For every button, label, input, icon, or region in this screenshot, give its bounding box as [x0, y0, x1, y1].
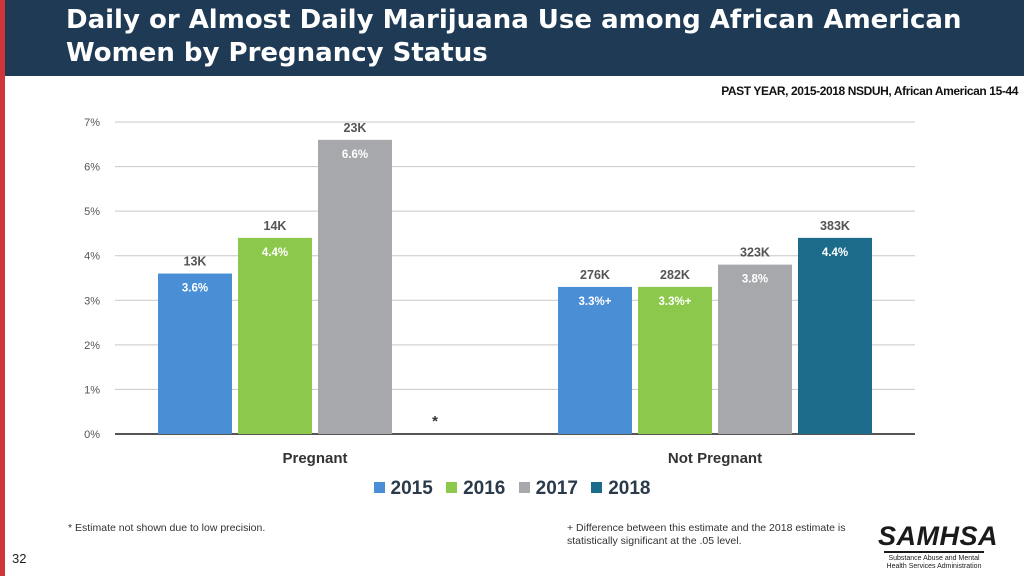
bar-count-label: 13K	[184, 255, 207, 269]
bar-value-label: 4.4%	[262, 247, 288, 259]
logo-subtitle: Substance Abuse and Mental Health Servic…	[886, 555, 982, 570]
bar-2017	[718, 264, 792, 434]
y-tick-label: 7%	[84, 117, 100, 129]
bar-count-label: 14K	[264, 219, 287, 233]
legend-item-2016: 2016	[446, 478, 505, 500]
header-banner: Daily or Almost Daily Marijuana Use amon…	[5, 0, 1024, 76]
y-tick-label: 3%	[84, 295, 100, 307]
y-tick-label: 2%	[84, 340, 100, 352]
bar-missing-marker: *	[432, 413, 438, 430]
chart-legend: 2015 2016 2017 2018	[0, 478, 1024, 500]
legend-swatch	[373, 482, 385, 493]
x-category-label: Not Pregnant	[668, 450, 762, 467]
bar-2016	[238, 237, 312, 434]
y-tick-label: 1%	[84, 384, 100, 396]
footnote-plus: + Difference between this estimate and t…	[567, 522, 846, 547]
bar-count-label: 282K	[660, 268, 690, 282]
page-title: Daily or Almost Daily Marijuana Use amon…	[66, 5, 962, 68]
bar-chart: 0% 1% 2% 3% 4% 5% 6% 7% Pregnant 3.6% 13K 4.4% 14K 6.…	[84, 117, 915, 467]
footnote-asterisk: * Estimate not shown due to low precisio…	[68, 522, 266, 534]
legend-swatch	[518, 482, 530, 493]
legend-label: 2018	[608, 478, 651, 499]
bar-value-label: 3.6%	[182, 283, 208, 295]
samhsa-logo: SAMHSA Substance Abuse and Mental Health…	[878, 521, 999, 571]
bar-count-label: 276K	[580, 268, 610, 282]
y-tick-label: 5%	[84, 206, 100, 218]
bar-2015	[158, 273, 232, 434]
legend-item-2015: 2015	[373, 478, 433, 500]
bar-value-label: 3.8%	[742, 274, 768, 286]
legend-label: 2015	[390, 478, 433, 499]
bar-2016	[638, 286, 712, 434]
logo-wordmark: SAMHSA	[878, 521, 999, 551]
bar-2017	[318, 139, 392, 435]
bar-value-label: 3.3%+	[579, 296, 612, 308]
legend-item-2018: 2018	[591, 478, 650, 500]
x-category-label: Pregnant	[282, 450, 347, 467]
legend-item-2017: 2017	[518, 478, 578, 500]
y-tick-label: 4%	[84, 251, 100, 263]
chart-subtitle: PAST YEAR, 2015-2018 NSDUH, African Amer…	[721, 84, 1018, 98]
page-number: 32	[12, 551, 27, 566]
y-tick-label: 6%	[84, 162, 100, 174]
y-tick-label: 0%	[84, 429, 100, 441]
bar-count-label: 23K	[344, 121, 367, 135]
accent-bar	[0, 0, 5, 576]
legend-swatch	[591, 482, 603, 493]
bar-value-label: 4.4%	[822, 247, 848, 259]
bar-2018	[798, 237, 872, 434]
logo-rule	[884, 551, 984, 553]
bar-2015	[558, 286, 632, 434]
bar-value-label: 3.3%+	[659, 296, 692, 308]
legend-label: 2017	[535, 478, 578, 499]
bar-count-label: 383K	[820, 219, 850, 233]
legend-label: 2016	[463, 478, 506, 499]
bar-count-label: 323K	[740, 246, 770, 260]
legend-swatch	[446, 482, 458, 493]
bar-value-label: 6.6%	[342, 149, 368, 161]
